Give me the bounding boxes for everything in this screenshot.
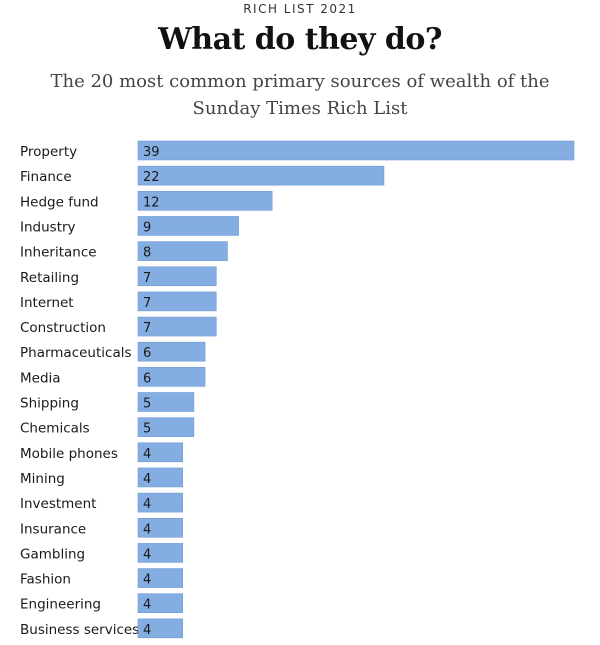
bar: [137, 467, 184, 488]
value-label: 7: [143, 296, 151, 311]
bar-row: Property 39: [20, 140, 575, 161]
bar-row: Engineering 4: [20, 593, 184, 614]
bar-row: Construction 7: [20, 316, 217, 337]
bar-row: Media 6: [20, 367, 206, 387]
bar-row: Gambling 4: [20, 543, 184, 563]
category-label: Finance: [20, 169, 72, 185]
category-label: Industry: [20, 219, 76, 235]
bar: [137, 492, 184, 513]
bar: [137, 392, 195, 412]
bar-row: Internet 7: [20, 291, 217, 312]
value-label: 5: [143, 422, 151, 437]
category-label: Property: [20, 144, 77, 160]
bar: [137, 442, 184, 463]
bar-row: Shipping 5: [20, 392, 195, 412]
value-label: 6: [143, 346, 151, 361]
bar-row: Inheritance 8: [20, 241, 228, 261]
bar: [137, 291, 217, 312]
category-label: Internet: [20, 295, 74, 311]
category-label: Insurance: [20, 521, 86, 537]
bar: [137, 568, 184, 588]
bar-row: Chemicals 5: [20, 417, 195, 437]
bar: [137, 543, 184, 563]
category-label: Investment: [20, 496, 96, 512]
bar-row: Mining 4: [20, 467, 184, 488]
value-label: 5: [143, 397, 151, 412]
bar-row: Fashion 4: [20, 568, 184, 588]
value-label: 4: [143, 623, 151, 638]
bar-row: Industry 9: [20, 216, 239, 236]
value-label: 7: [143, 321, 151, 336]
bar-row: Pharmaceuticals 6: [20, 341, 206, 362]
value-label: 4: [143, 573, 151, 588]
bar: [137, 417, 195, 437]
category-label: Hedge fund: [20, 194, 99, 210]
value-label: 7: [143, 271, 151, 286]
category-label: Chemicals: [20, 421, 90, 437]
chart-kicker: RICH LIST 2021: [243, 2, 357, 16]
category-label: Retailing: [20, 270, 79, 286]
value-label: 8: [143, 246, 151, 261]
value-label: 4: [143, 547, 151, 562]
category-label: Mobile phones: [20, 446, 118, 462]
value-label: 9: [143, 220, 151, 235]
bar: [137, 266, 217, 287]
chart-title: What do they do?: [158, 22, 442, 57]
category-label: Inheritance: [20, 245, 97, 261]
value-label: 22: [143, 170, 160, 185]
bar: [137, 140, 575, 161]
category-label: Construction: [20, 320, 106, 336]
value-label: 4: [143, 497, 151, 512]
bar-row: Mobile phones 4: [20, 442, 184, 463]
bar: [137, 216, 239, 236]
chart-subtitle: The 20 most common primary sources of we…: [50, 71, 550, 119]
bar-row: Retailing 7: [20, 266, 217, 287]
bar-row: Finance 22: [20, 165, 385, 186]
category-label: Pharmaceuticals: [20, 345, 132, 361]
category-label: Media: [20, 370, 61, 386]
bar: [137, 593, 184, 614]
bar-row: Business services 4: [20, 618, 184, 639]
value-label: 6: [143, 371, 151, 386]
category-label: Shipping: [20, 396, 79, 412]
bar: [137, 316, 217, 337]
bar: [137, 241, 228, 261]
value-label: 4: [143, 447, 151, 462]
category-label: Business services: [20, 622, 139, 638]
bar-row: Insurance 4: [20, 517, 184, 538]
value-label: 4: [143, 522, 151, 537]
bar-row: Hedge fund 12: [20, 191, 273, 211]
category-label: Fashion: [20, 572, 71, 588]
category-label: Engineering: [20, 597, 101, 613]
value-label: 4: [143, 472, 151, 487]
bar: [137, 367, 206, 387]
bar-row: Investment 4: [20, 492, 184, 513]
category-label: Mining: [20, 471, 65, 487]
bar: [137, 191, 273, 211]
value-label: 39: [143, 145, 160, 160]
value-label: 12: [143, 195, 160, 210]
category-label: Gambling: [20, 546, 85, 562]
bar: [137, 618, 184, 639]
bar: [137, 341, 206, 362]
value-label: 4: [143, 598, 151, 613]
bar: [137, 517, 184, 538]
bar: [137, 165, 385, 186]
